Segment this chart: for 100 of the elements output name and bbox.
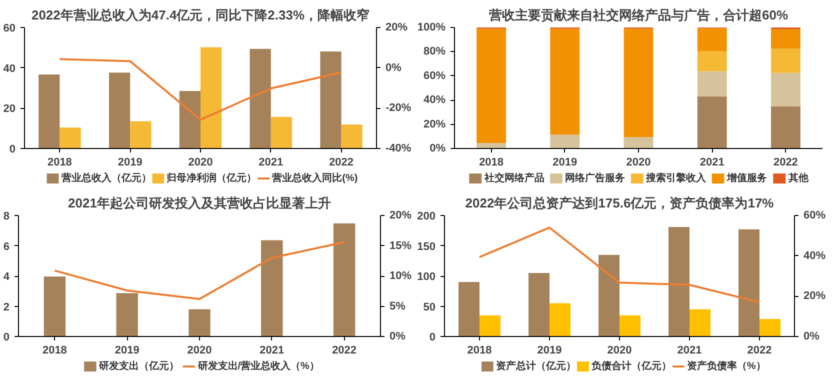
x-tick-label: 2022 [747, 344, 772, 356]
y2-tick-label: 5% [390, 300, 406, 312]
line-series [58, 58, 342, 121]
chart-title: 营收主要贡献来自社交网络产品与广告，合计超60% [488, 8, 788, 22]
bar [44, 276, 66, 336]
y-tick-label: 4 [3, 271, 10, 283]
bar [320, 52, 342, 148]
bar [480, 315, 500, 336]
legend-label: 研发支出/营业总收入（%） [196, 360, 320, 372]
legend-label: 搜索引擎收入 [645, 172, 708, 184]
legend-label: 研发支出（亿元） [98, 360, 179, 372]
bar [624, 28, 654, 138]
legend-label: 负债合计（亿元） [590, 360, 672, 372]
bar [690, 309, 710, 336]
bar [760, 318, 780, 336]
bar [598, 254, 620, 336]
y-tick-label: 20% [423, 118, 446, 130]
bar [130, 121, 152, 148]
y-tick-label: 100% [417, 22, 446, 34]
line-series [54, 241, 346, 300]
x-tick-label: 2021 [260, 344, 284, 356]
y-tick-label: 0 [9, 144, 16, 156]
y2-tick-label: 0% [804, 330, 820, 342]
chart-title: 2022年公司总资产达到175.6亿元，资产负债率为17% [465, 196, 774, 210]
x-tick-label: 2018 [42, 344, 67, 356]
y-tick-label: 200 [417, 210, 436, 222]
x-tick-label: 2020 [187, 344, 212, 356]
legend-label: 营业总收入同比(%) [271, 172, 358, 184]
x-tick-label: 2021 [258, 156, 284, 168]
x-tick-label: 2018 [479, 156, 504, 168]
bar [116, 293, 138, 336]
x-tick-label: 2019 [552, 156, 578, 168]
y-tick-label: 0% [430, 142, 446, 154]
y2-tick-label: 60% [804, 210, 826, 222]
bar [108, 72, 130, 148]
bar [179, 91, 200, 148]
legend-label: 归母净利润（亿元） [166, 172, 257, 184]
bar [738, 229, 760, 336]
bar [697, 50, 727, 72]
x-tick-label: 2021 [700, 156, 724, 168]
y-tick-label: 40 [3, 62, 16, 75]
legend-label: 资产总计（亿元） [496, 360, 576, 372]
y2-tick-label: 10% [390, 270, 412, 282]
y2-tick-label: -40% [386, 142, 412, 154]
bar [38, 74, 60, 148]
x-tick-label: 2022 [773, 156, 798, 168]
y2-tick-label: 15% [390, 240, 412, 252]
y-tick-label: 6 [3, 240, 10, 253]
y2-tick-label: 20% [390, 210, 412, 222]
y-tick-label: 2 [3, 301, 10, 314]
bar [458, 282, 480, 336]
bar [697, 28, 727, 51]
chart-title: 2022年营业总收入为47.4亿元，同比下降2.33%，降幅收窄 [31, 8, 370, 22]
legend-label: 资产负债率（%） [686, 360, 766, 372]
bar [528, 272, 550, 336]
bar [261, 240, 283, 336]
bar [770, 29, 800, 49]
bar [770, 48, 800, 73]
bar [770, 72, 800, 107]
x-tick-label: 2022 [329, 156, 354, 168]
bar [620, 315, 640, 336]
bar [270, 116, 292, 148]
bar [697, 96, 727, 148]
legend-label: 网络广告服务 [565, 172, 626, 184]
x-tick-label: 2021 [677, 344, 702, 356]
y-tick-label: 150 [417, 240, 436, 253]
legend-label: 营业总收入（亿元） [60, 172, 152, 184]
bar [697, 71, 727, 96]
bar [550, 28, 580, 135]
y2-tick-label: 0% [386, 62, 402, 74]
x-tick-label: 2022 [332, 344, 357, 356]
legend-label: 社交网络产品 [483, 172, 544, 184]
y-tick-label: 60 [3, 22, 16, 34]
x-tick-label: 2018 [467, 344, 492, 356]
bar [333, 223, 356, 336]
chart-title: 2021年起公司研发投入及其营收占比显著上升 [68, 196, 331, 210]
bar [188, 309, 210, 336]
y-tick-label: 100 [417, 271, 436, 283]
y2-tick-label: 20% [804, 290, 826, 302]
y-tick-label: 80% [423, 46, 446, 58]
y-tick-label: 0 [3, 332, 10, 344]
bar [550, 134, 580, 148]
legend-label: 其他 [787, 172, 810, 184]
y2-tick-label: 20% [386, 22, 408, 34]
x-tick-label: 2019 [118, 156, 142, 168]
x-tick-label: 2019 [114, 344, 140, 356]
bar [250, 48, 271, 148]
y-tick-label: 0 [429, 332, 436, 344]
bar [550, 303, 570, 336]
y-tick-label: 50 [423, 301, 436, 314]
bar [770, 106, 800, 148]
bar [341, 124, 362, 148]
x-tick-label: 2020 [188, 156, 213, 168]
bar [476, 28, 506, 144]
x-tick-label: 2020 [607, 344, 632, 356]
line-series [478, 226, 760, 304]
bar [60, 128, 81, 148]
x-tick-label: 2020 [626, 156, 651, 168]
bar [668, 226, 690, 336]
y2-tick-label: 0% [390, 330, 406, 342]
